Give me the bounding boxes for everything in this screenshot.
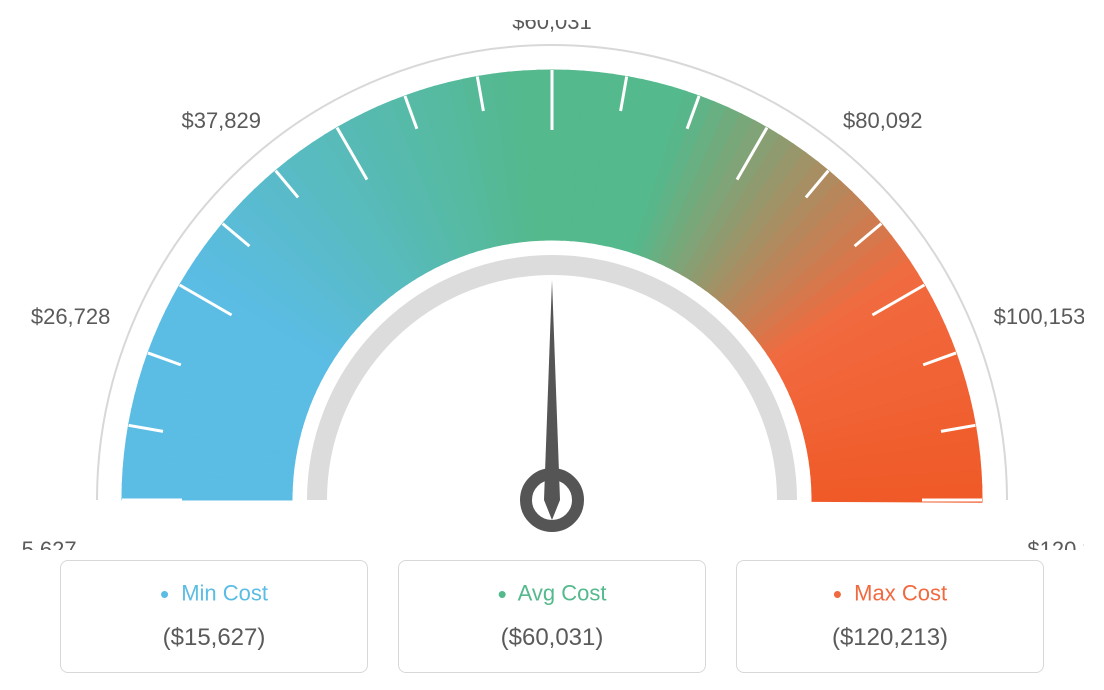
dot-icon: • [160,579,169,609]
legend-title-text: Max Cost [854,580,947,605]
legend-value-min: ($15,627) [71,624,357,652]
legend-title-max: • Max Cost [747,579,1033,610]
tick-label: $37,829 [181,108,261,133]
tick-label: $15,627 [20,537,77,550]
legend-value-max: ($120,213) [747,624,1033,652]
dot-icon: • [833,579,842,609]
tick-label: $60,031 [512,20,592,34]
legend-card-avg: • Avg Cost ($60,031) [398,560,706,673]
tick-label: $120,213 [1027,537,1084,550]
legend-title-avg: • Avg Cost [409,579,695,610]
legend-title-text: Min Cost [181,580,268,605]
legend-title-min: • Min Cost [71,579,357,610]
dot-icon: • [498,579,507,609]
needle [544,280,560,520]
legend-card-max: • Max Cost ($120,213) [736,560,1044,673]
legend-card-min: • Min Cost ($15,627) [60,560,368,673]
tick-label: $100,153 [994,304,1084,329]
legend-value-avg: ($60,031) [409,624,695,652]
legend-title-text: Avg Cost [518,580,607,605]
tick-label: $26,728 [31,304,111,329]
gauge-svg: $15,627 $26,728 $37,829 $60,031 $80,092 $100,… [20,20,1084,550]
gauge-chart: $15,627 $26,728 $37,829 $60,031 $80,092 $100,… [20,20,1084,550]
legend-row: • Min Cost ($15,627) • Avg Cost ($60,031… [60,560,1044,673]
tick-label: $80,092 [843,108,923,133]
